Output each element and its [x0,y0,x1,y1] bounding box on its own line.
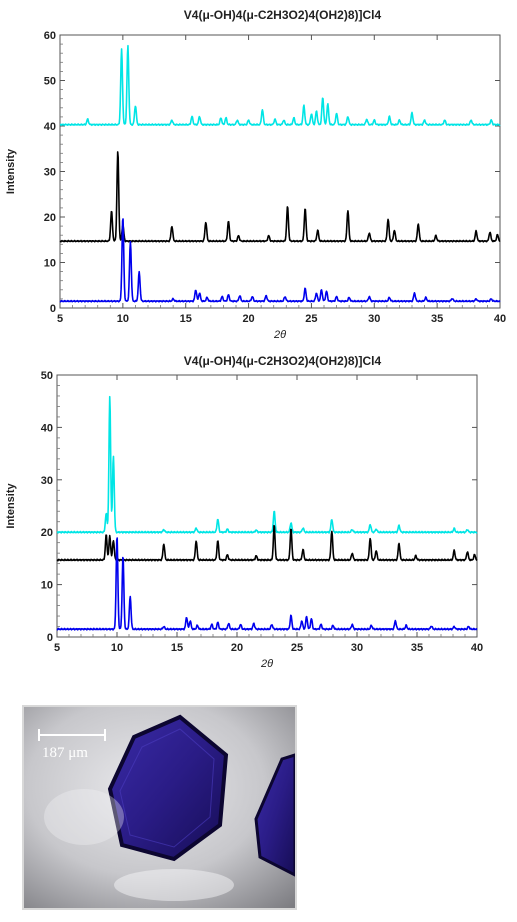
x-tick-label: 40 [471,642,483,654]
chart-1-title: V4(μ-OH)4(μ-C2H3O2)4(OH2)8)]Cl4 [60,8,505,22]
y-tick-label: 40 [41,422,53,434]
plot-frame [56,374,478,638]
y-tick-label: 50 [41,370,53,382]
x-tick-label: 15 [171,642,183,654]
series-line-2 [56,524,478,562]
y-tick-label: 10 [41,580,53,592]
chart-2: 5 10 15 20 25 30 35 40 0 10 20 30 40 50 2θ Intensity [5,370,483,670]
y-axis-label: Intensity [5,148,17,194]
x-tick-label: 35 [431,313,443,325]
chart-2-title: V4(μ-OH)4(μ-C2H3O2)4(OH2)8)]Cl4 [60,354,505,368]
series-line-3 [56,537,478,631]
series-line-1 [59,44,501,127]
x-tick-label: 35 [411,642,423,654]
y-tick-label: 40 [44,121,56,133]
y-tick-label: 30 [41,475,53,487]
series-line-2 [59,151,501,243]
crystal-photo-drawing [24,707,295,908]
x-tick-label: 5 [54,642,60,654]
x-tick-label: 25 [305,313,317,325]
x-tick-label: 20 [231,642,243,654]
x-axis-label: 2θ [273,329,286,341]
y-tick-label: 60 [44,30,56,42]
chart-2-title-text: V4(μ-OH)4(μ-C2H3O2)4(OH2)8)]Cl4 [183,354,382,368]
y-tick-label: 20 [41,527,53,539]
y-tick-label: 10 [44,258,56,270]
x-tick-label: 10 [111,642,123,654]
x-tick-label: 10 [117,313,129,325]
y-tick-label: 50 [44,76,56,88]
scale-bar [38,729,106,741]
plot-frame [59,34,501,309]
x-axis-label: 2θ [260,658,273,670]
x-tick-label: 5 [57,313,63,325]
x-tick-label: 30 [351,642,363,654]
x-tick-label: 40 [494,313,506,325]
y-tick-label: 0 [47,632,53,644]
x-tick-label: 30 [368,313,380,325]
chart-1: 5 10 15 20 25 30 35 40 0 10 20 30 40 50 60 2θ Intensity [5,30,506,341]
crystal-shape-right [254,753,295,877]
x-tick-label: 15 [180,313,192,325]
crystal-micrograph: 187 μm [22,705,297,910]
y-axis-label: Intensity [5,483,17,529]
y-tick-label: 30 [44,167,56,179]
scale-bar-label: 187 μm [42,745,88,761]
y-tick-label: 20 [44,212,56,224]
series-line-3 [59,218,501,303]
series-line-1 [56,395,478,534]
x-tick-label: 20 [242,313,254,325]
chart-1-title-text: V4(μ-OH)4(μ-C2H3O2)4(OH2)8)]Cl4 [183,8,382,22]
x-tick-label: 25 [291,642,303,654]
y-tick-label: 0 [50,303,56,315]
